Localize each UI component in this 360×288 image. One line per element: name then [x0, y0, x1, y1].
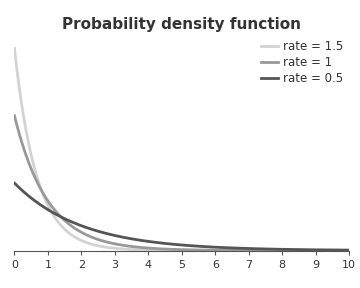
rate = 0.5: [347, 248, 351, 252]
rate = 1.5: [30, 155, 34, 158]
rate = 0.5: [175, 243, 179, 246]
rate = 0.5: [276, 247, 280, 251]
rate = 1: [276, 249, 280, 252]
Legend: rate = 1.5, rate = 1, rate = 0.5: rate = 1.5, rate = 1, rate = 0.5: [258, 38, 346, 88]
rate = 1.5: [347, 249, 351, 252]
rate = 0.5: [30, 196, 34, 200]
Line: rate = 0.5: rate = 0.5: [14, 183, 349, 250]
rate = 0.5: [337, 248, 342, 252]
rate = 1: [12, 114, 17, 118]
rate = 1.5: [337, 249, 342, 252]
rate = 1: [347, 249, 351, 252]
rate = 1.5: [276, 249, 280, 252]
rate = 0.5: [166, 242, 171, 245]
rate = 1.5: [175, 249, 179, 252]
Line: rate = 1.5: rate = 1.5: [14, 48, 349, 251]
rate = 1: [166, 247, 171, 251]
rate = 1.5: [166, 249, 171, 252]
Line: rate = 1: rate = 1: [14, 116, 349, 251]
rate = 1.5: [12, 47, 17, 50]
rate = 1: [30, 168, 34, 171]
rate = 1: [175, 248, 179, 251]
rate = 1: [337, 249, 342, 252]
rate = 0.5: [337, 248, 342, 252]
Title: Probability density function: Probability density function: [62, 17, 301, 32]
rate = 1.5: [337, 249, 342, 252]
rate = 0.5: [12, 181, 17, 185]
rate = 1: [337, 249, 342, 252]
